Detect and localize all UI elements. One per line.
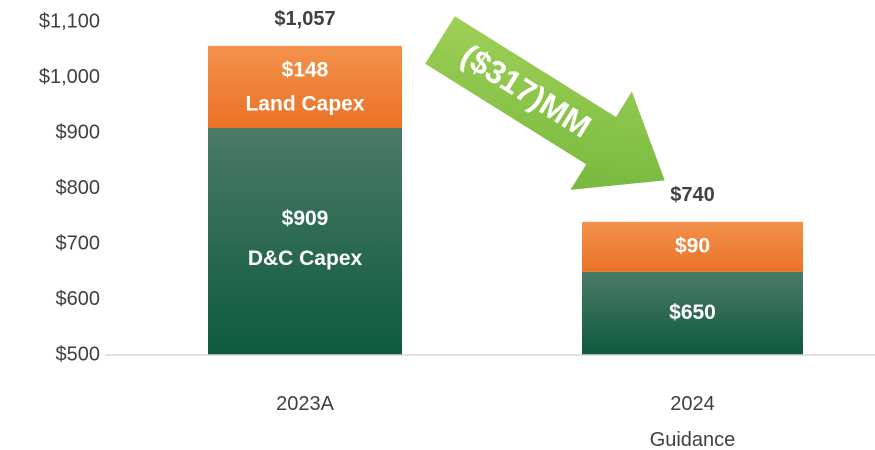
bar-segment bbox=[208, 128, 402, 355]
y-tick-label: $700 bbox=[56, 232, 101, 254]
arrow: ($317)MM bbox=[425, 16, 665, 190]
y-tick-label: $800 bbox=[56, 177, 101, 199]
series-label: D&C Capex bbox=[248, 247, 363, 270]
y-tick-label: $500 bbox=[56, 343, 101, 365]
x-tick-label: 2024 Guidance bbox=[650, 393, 736, 450]
arrow-shape bbox=[425, 16, 665, 190]
y-tick-label: $1,100 bbox=[39, 10, 100, 32]
total-label: $740 bbox=[670, 184, 715, 206]
bar-segment bbox=[582, 221, 803, 272]
y-tick-label: $900 bbox=[56, 121, 101, 143]
bar-segment bbox=[208, 45, 402, 129]
x-tick-label: 2023A bbox=[276, 393, 334, 415]
bar-segment bbox=[582, 271, 803, 355]
value-label: $148 bbox=[282, 58, 329, 81]
value-label: $909 bbox=[282, 207, 329, 230]
value-label: $90 bbox=[675, 234, 710, 257]
total-label: $1,057 bbox=[274, 8, 335, 30]
series-label: Land Capex bbox=[245, 92, 364, 115]
value-label: $650 bbox=[669, 301, 716, 324]
y-tick-label: $1,000 bbox=[39, 66, 100, 88]
y-tick-label: $600 bbox=[56, 288, 101, 310]
